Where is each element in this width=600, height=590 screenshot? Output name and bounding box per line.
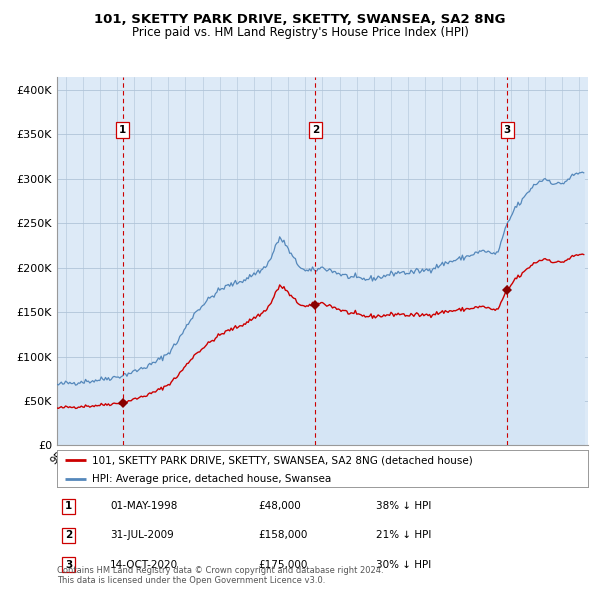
Text: £48,000: £48,000 xyxy=(259,501,302,511)
Text: 31-JUL-2009: 31-JUL-2009 xyxy=(110,530,174,540)
Text: HPI: Average price, detached house, Swansea: HPI: Average price, detached house, Swan… xyxy=(92,474,331,484)
Text: £175,000: £175,000 xyxy=(259,560,308,570)
Text: 2: 2 xyxy=(311,125,319,135)
Text: 1: 1 xyxy=(65,501,73,511)
Text: 30% ↓ HPI: 30% ↓ HPI xyxy=(376,560,431,570)
Text: 1: 1 xyxy=(119,125,126,135)
Text: Price paid vs. HM Land Registry's House Price Index (HPI): Price paid vs. HM Land Registry's House … xyxy=(131,26,469,39)
Text: 01-MAY-1998: 01-MAY-1998 xyxy=(110,501,178,511)
Text: 21% ↓ HPI: 21% ↓ HPI xyxy=(376,530,431,540)
Text: Contains HM Land Registry data © Crown copyright and database right 2024.
This d: Contains HM Land Registry data © Crown c… xyxy=(57,566,383,585)
Text: 38% ↓ HPI: 38% ↓ HPI xyxy=(376,501,431,511)
Text: 3: 3 xyxy=(503,125,511,135)
Text: 101, SKETTY PARK DRIVE, SKETTY, SWANSEA, SA2 8NG (detached house): 101, SKETTY PARK DRIVE, SKETTY, SWANSEA,… xyxy=(92,455,472,466)
Text: 3: 3 xyxy=(65,560,73,570)
Text: 14-OCT-2020: 14-OCT-2020 xyxy=(110,560,178,570)
Text: 101, SKETTY PARK DRIVE, SKETTY, SWANSEA, SA2 8NG: 101, SKETTY PARK DRIVE, SKETTY, SWANSEA,… xyxy=(94,13,506,26)
Text: £158,000: £158,000 xyxy=(259,530,308,540)
Text: 2: 2 xyxy=(65,530,73,540)
